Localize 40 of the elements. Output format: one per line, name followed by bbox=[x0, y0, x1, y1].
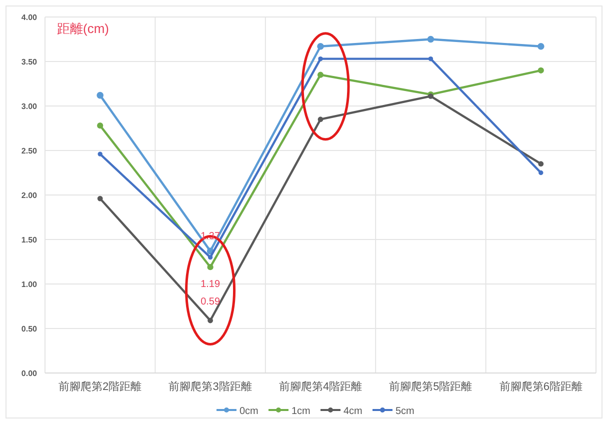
point bbox=[208, 318, 213, 324]
x-tick-label: 前腳爬第6階距離 bbox=[499, 380, 582, 393]
point bbox=[97, 196, 103, 202]
y-tick-label: 3.50 bbox=[21, 58, 38, 66]
legend-label: 0cm bbox=[240, 406, 258, 417]
point bbox=[538, 42, 544, 50]
y-tick-label: 1.50 bbox=[21, 236, 38, 244]
x-tick-label: 前腳爬第4階距離 bbox=[278, 380, 362, 393]
data-label: 0.59 bbox=[200, 296, 220, 308]
point bbox=[538, 67, 544, 74]
x-tick-label: 前腳爬第5階距離 bbox=[389, 380, 472, 393]
point bbox=[97, 122, 104, 129]
y-tick-label: 2.50 bbox=[21, 146, 38, 156]
point bbox=[428, 56, 434, 62]
y-tick-label: 4.00 bbox=[21, 13, 38, 22]
x-tick-label: 前腳爬第3階距離 bbox=[168, 380, 252, 393]
x-tick-label: 前腳爬第2階距離 bbox=[58, 380, 142, 393]
data-label: 1.37 bbox=[200, 231, 220, 242]
point bbox=[207, 264, 214, 270]
y-tick-label: 0.00 bbox=[21, 369, 38, 378]
point bbox=[98, 152, 102, 156]
y-tick-label: 1.00 bbox=[21, 280, 38, 289]
y-axis-title: 距離(cm) bbox=[57, 21, 109, 36]
point bbox=[538, 161, 544, 167]
legend-label: 5cm bbox=[396, 406, 414, 417]
y-tick-label: 3.00 bbox=[21, 102, 38, 111]
point bbox=[427, 36, 434, 43]
point bbox=[96, 92, 104, 99]
point bbox=[317, 42, 324, 50]
point bbox=[538, 170, 544, 176]
point bbox=[318, 56, 323, 62]
data-label: 1.19 bbox=[200, 279, 220, 290]
point bbox=[318, 116, 324, 122]
y-tick-label: 0.50 bbox=[21, 324, 38, 334]
legend-label: 4cm bbox=[344, 406, 362, 417]
point bbox=[208, 254, 213, 260]
point bbox=[317, 72, 324, 78]
y-tick-label: 2.00 bbox=[21, 191, 38, 200]
legend-label: 1cm bbox=[292, 406, 310, 417]
point bbox=[428, 94, 434, 99]
